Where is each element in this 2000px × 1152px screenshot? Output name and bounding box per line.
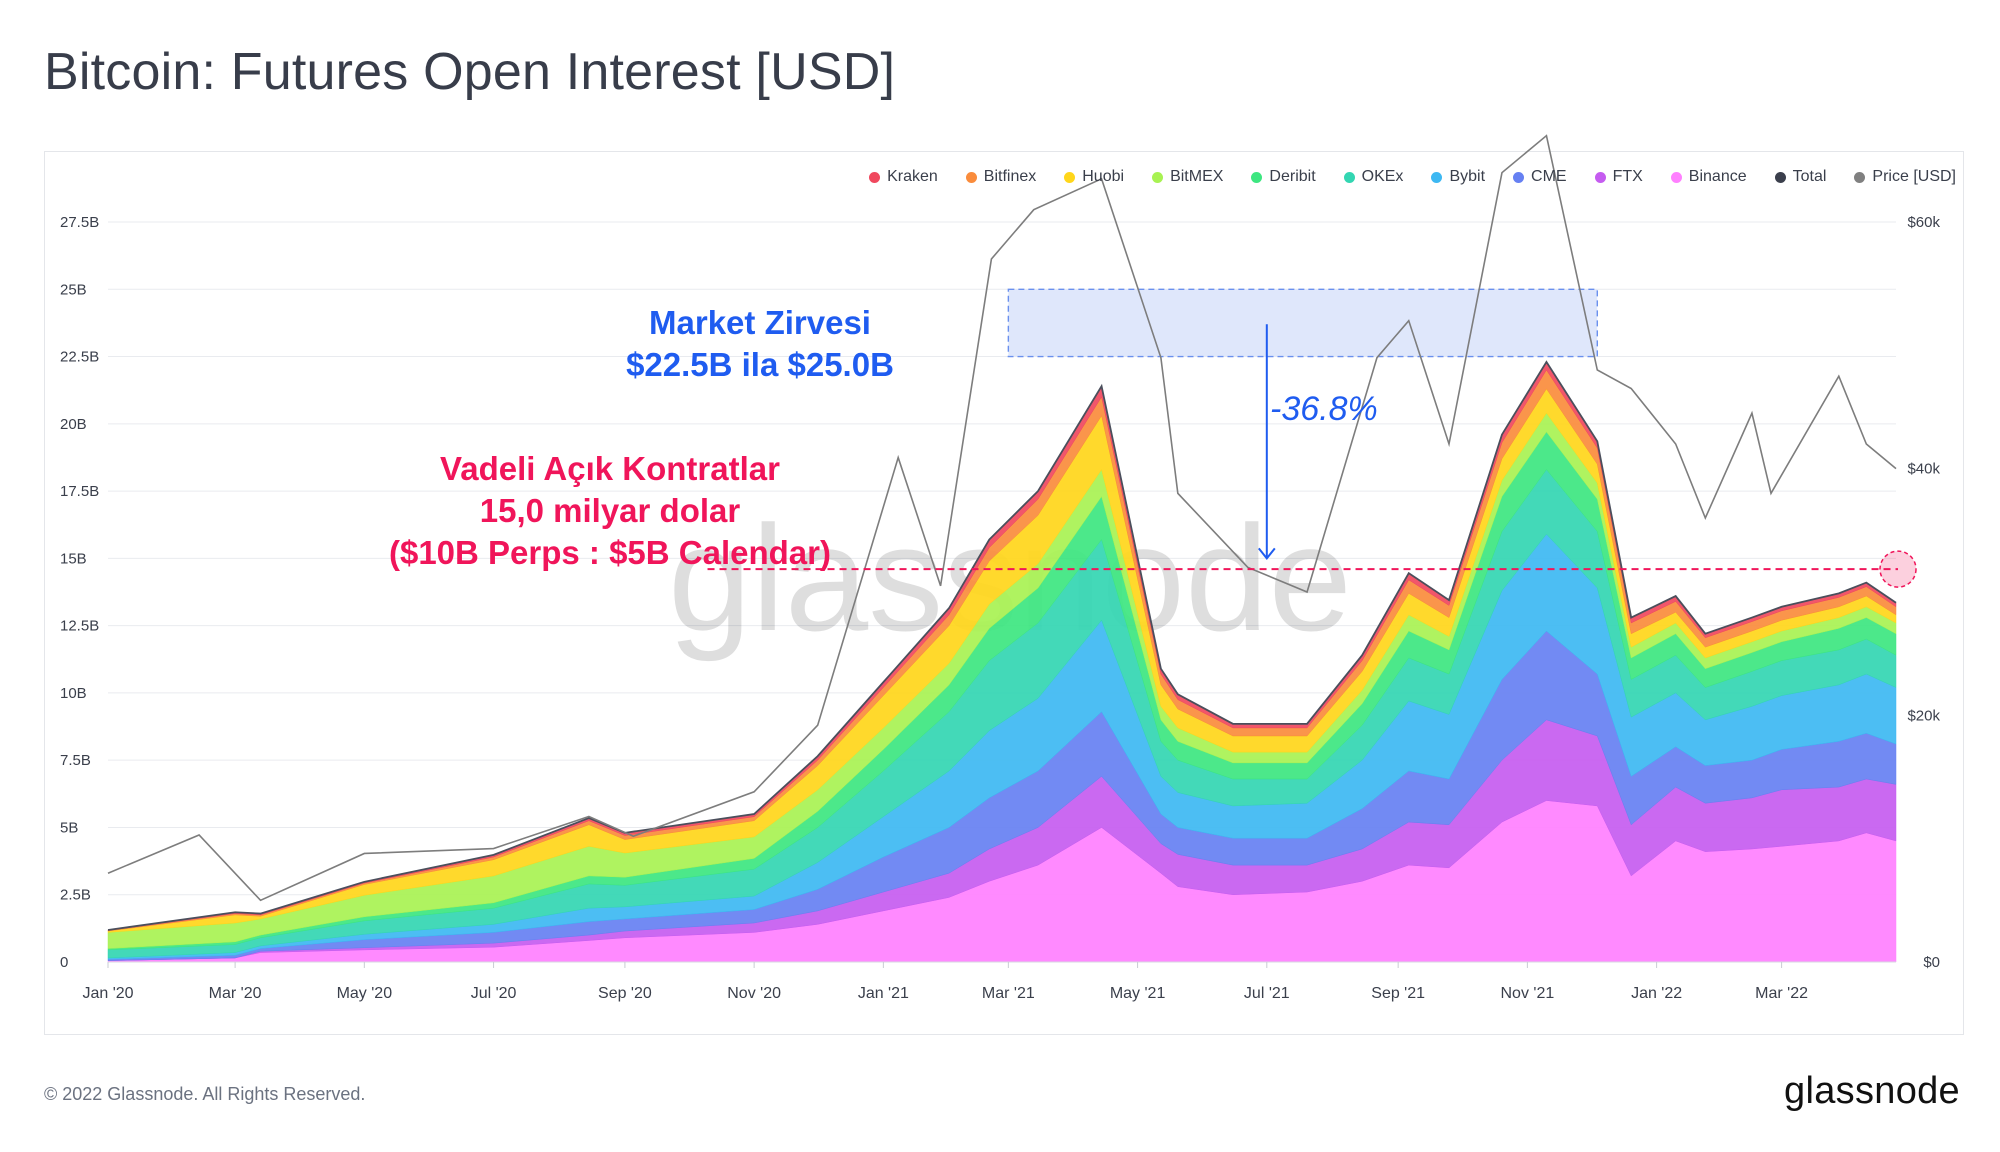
legend-label: Binance bbox=[1688, 168, 1747, 185]
market-peak-annotation: Market Zirvesi $22.5B ila $25.0B bbox=[590, 302, 930, 386]
x-tick-label: Jan '22 bbox=[1631, 985, 1682, 1002]
market-peak-line2: $22.5B ila $25.0B bbox=[626, 346, 894, 383]
legend-swatch bbox=[869, 171, 881, 183]
y-tick-label: 27.5B bbox=[60, 214, 99, 231]
open-interest-annotation: Vadeli Açık Kontratlar 15,0 milyar dolar… bbox=[380, 448, 840, 574]
y2-tick-label: $20k bbox=[1907, 707, 1940, 724]
x-tick-label: Jan '21 bbox=[858, 985, 909, 1002]
legend-swatch bbox=[1594, 171, 1606, 183]
legend-item-okex[interactable]: OKEx bbox=[1343, 168, 1404, 186]
legend-swatch bbox=[1774, 171, 1786, 183]
legend-item-bybit[interactable]: Bybit bbox=[1431, 168, 1485, 186]
x-tick-label: Mar '21 bbox=[982, 985, 1035, 1002]
x-tick-label: Mar '22 bbox=[1755, 985, 1808, 1002]
y2-tick-label: $40k bbox=[1907, 461, 1940, 478]
legend-swatch bbox=[1251, 171, 1263, 183]
legend-swatch bbox=[1854, 171, 1866, 183]
legend-label: CME bbox=[1531, 168, 1567, 185]
legend-label: Price [USD] bbox=[1872, 168, 1956, 185]
legend-swatch bbox=[1064, 171, 1076, 183]
legend-swatch bbox=[965, 171, 977, 183]
current-value-marker bbox=[1879, 550, 1917, 588]
legend-swatch bbox=[1343, 171, 1355, 183]
x-tick-label: Mar '20 bbox=[209, 985, 262, 1002]
x-tick-label: May '20 bbox=[337, 985, 393, 1002]
y-tick-label: 15B bbox=[60, 550, 87, 567]
y-tick-label: 10B bbox=[60, 685, 87, 702]
open-interest-line2: 15,0 milyar dolar bbox=[479, 492, 741, 529]
legend-swatch bbox=[1670, 171, 1682, 183]
legend-label: BitMEX bbox=[1170, 168, 1224, 185]
x-tick-label: Sep '20 bbox=[598, 985, 652, 1002]
x-tick-label: Nov '20 bbox=[727, 985, 781, 1002]
page-title: Bitcoin: Futures Open Interest [USD] bbox=[44, 43, 896, 101]
open-interest-line3: ($10B Perps : $5B Calendar) bbox=[388, 534, 831, 571]
x-tick-label: Jul '21 bbox=[1244, 985, 1290, 1002]
y2-tick-label: $0 bbox=[1923, 954, 1940, 971]
y-tick-label: 0 bbox=[60, 954, 68, 971]
legend-label: Total bbox=[1792, 168, 1827, 185]
total-and-price-lines bbox=[107, 134, 1897, 931]
y-tick-label: 22.5B bbox=[60, 349, 99, 366]
legend-label: Bybit bbox=[1449, 168, 1486, 185]
open-interest-line1: Vadeli Açık Kontratlar bbox=[440, 450, 780, 487]
legend-label: Huobi bbox=[1082, 168, 1125, 185]
copyright: © 2022 Glassnode. All Rights Reserved. bbox=[44, 1084, 366, 1104]
x-tick-label: Nov '21 bbox=[1501, 985, 1555, 1002]
market-peak-band bbox=[1007, 288, 1598, 358]
x-tick-label: May '21 bbox=[1110, 985, 1166, 1002]
y-tick-label: 12.5B bbox=[60, 618, 99, 635]
y-tick-label: 20B bbox=[60, 416, 87, 433]
y-tick-label: 5B bbox=[60, 819, 78, 836]
legend-swatch bbox=[1513, 171, 1525, 183]
drawdown-arrow-head bbox=[1258, 547, 1276, 560]
legend-item-deribit[interactable]: Deribit bbox=[1251, 168, 1316, 186]
legend-swatch bbox=[1431, 171, 1443, 183]
legend-swatch bbox=[1152, 171, 1164, 183]
legend-item-bitfinex[interactable]: Bitfinex bbox=[965, 168, 1037, 186]
y-tick-label: 17.5B bbox=[60, 483, 99, 500]
legend-label: OKEx bbox=[1361, 168, 1404, 185]
price-line bbox=[107, 134, 1897, 902]
legend-label: FTX bbox=[1612, 168, 1643, 185]
legend-label: Bitfinex bbox=[983, 168, 1037, 185]
y-tick-label: 25B bbox=[60, 281, 87, 298]
legend-item-binance[interactable]: Binance bbox=[1670, 168, 1747, 186]
legend-label: Kraken bbox=[887, 168, 938, 185]
drawdown-label: -36.8% bbox=[1270, 390, 1378, 428]
legend-item-kraken[interactable]: Kraken bbox=[869, 168, 938, 186]
legend-item-cme[interactable]: CME bbox=[1513, 168, 1567, 186]
legend-item-bitmex[interactable]: BitMEX bbox=[1152, 168, 1223, 186]
stacked-areas bbox=[107, 361, 1897, 963]
legend-item-huobi[interactable]: Huobi bbox=[1064, 168, 1124, 186]
legend-label: Deribit bbox=[1269, 168, 1316, 185]
x-tick-label: Jul '20 bbox=[471, 985, 517, 1002]
legend-item-price-usd-[interactable]: Price [USD] bbox=[1854, 168, 1956, 186]
chart-legend: Kraken Bitfinex Huobi BitMEX Deribit OKEx Bybi… bbox=[869, 167, 1956, 187]
x-tick-label: Sep '21 bbox=[1371, 985, 1425, 1002]
drawdown-arrow bbox=[1258, 324, 1276, 560]
market-peak-line1: Market Zirvesi bbox=[649, 304, 871, 341]
glassnode-logo: glassnode bbox=[1784, 1070, 1960, 1112]
legend-item-total[interactable]: Total bbox=[1774, 168, 1827, 186]
y-tick-label: 2.5B bbox=[60, 887, 91, 904]
total-line bbox=[107, 360, 1897, 931]
legend-item-ftx[interactable]: FTX bbox=[1594, 168, 1643, 186]
y2-tick-label: $60k bbox=[1907, 214, 1940, 231]
y-tick-label: 7.5B bbox=[60, 752, 91, 769]
x-tick-label: Jan '20 bbox=[82, 985, 133, 1002]
axes: 0 2.5B 5B 7.5B 10B 12.5B 15B 17.5B 20B 22.5B 25B 27… bbox=[60, 214, 1940, 1002]
